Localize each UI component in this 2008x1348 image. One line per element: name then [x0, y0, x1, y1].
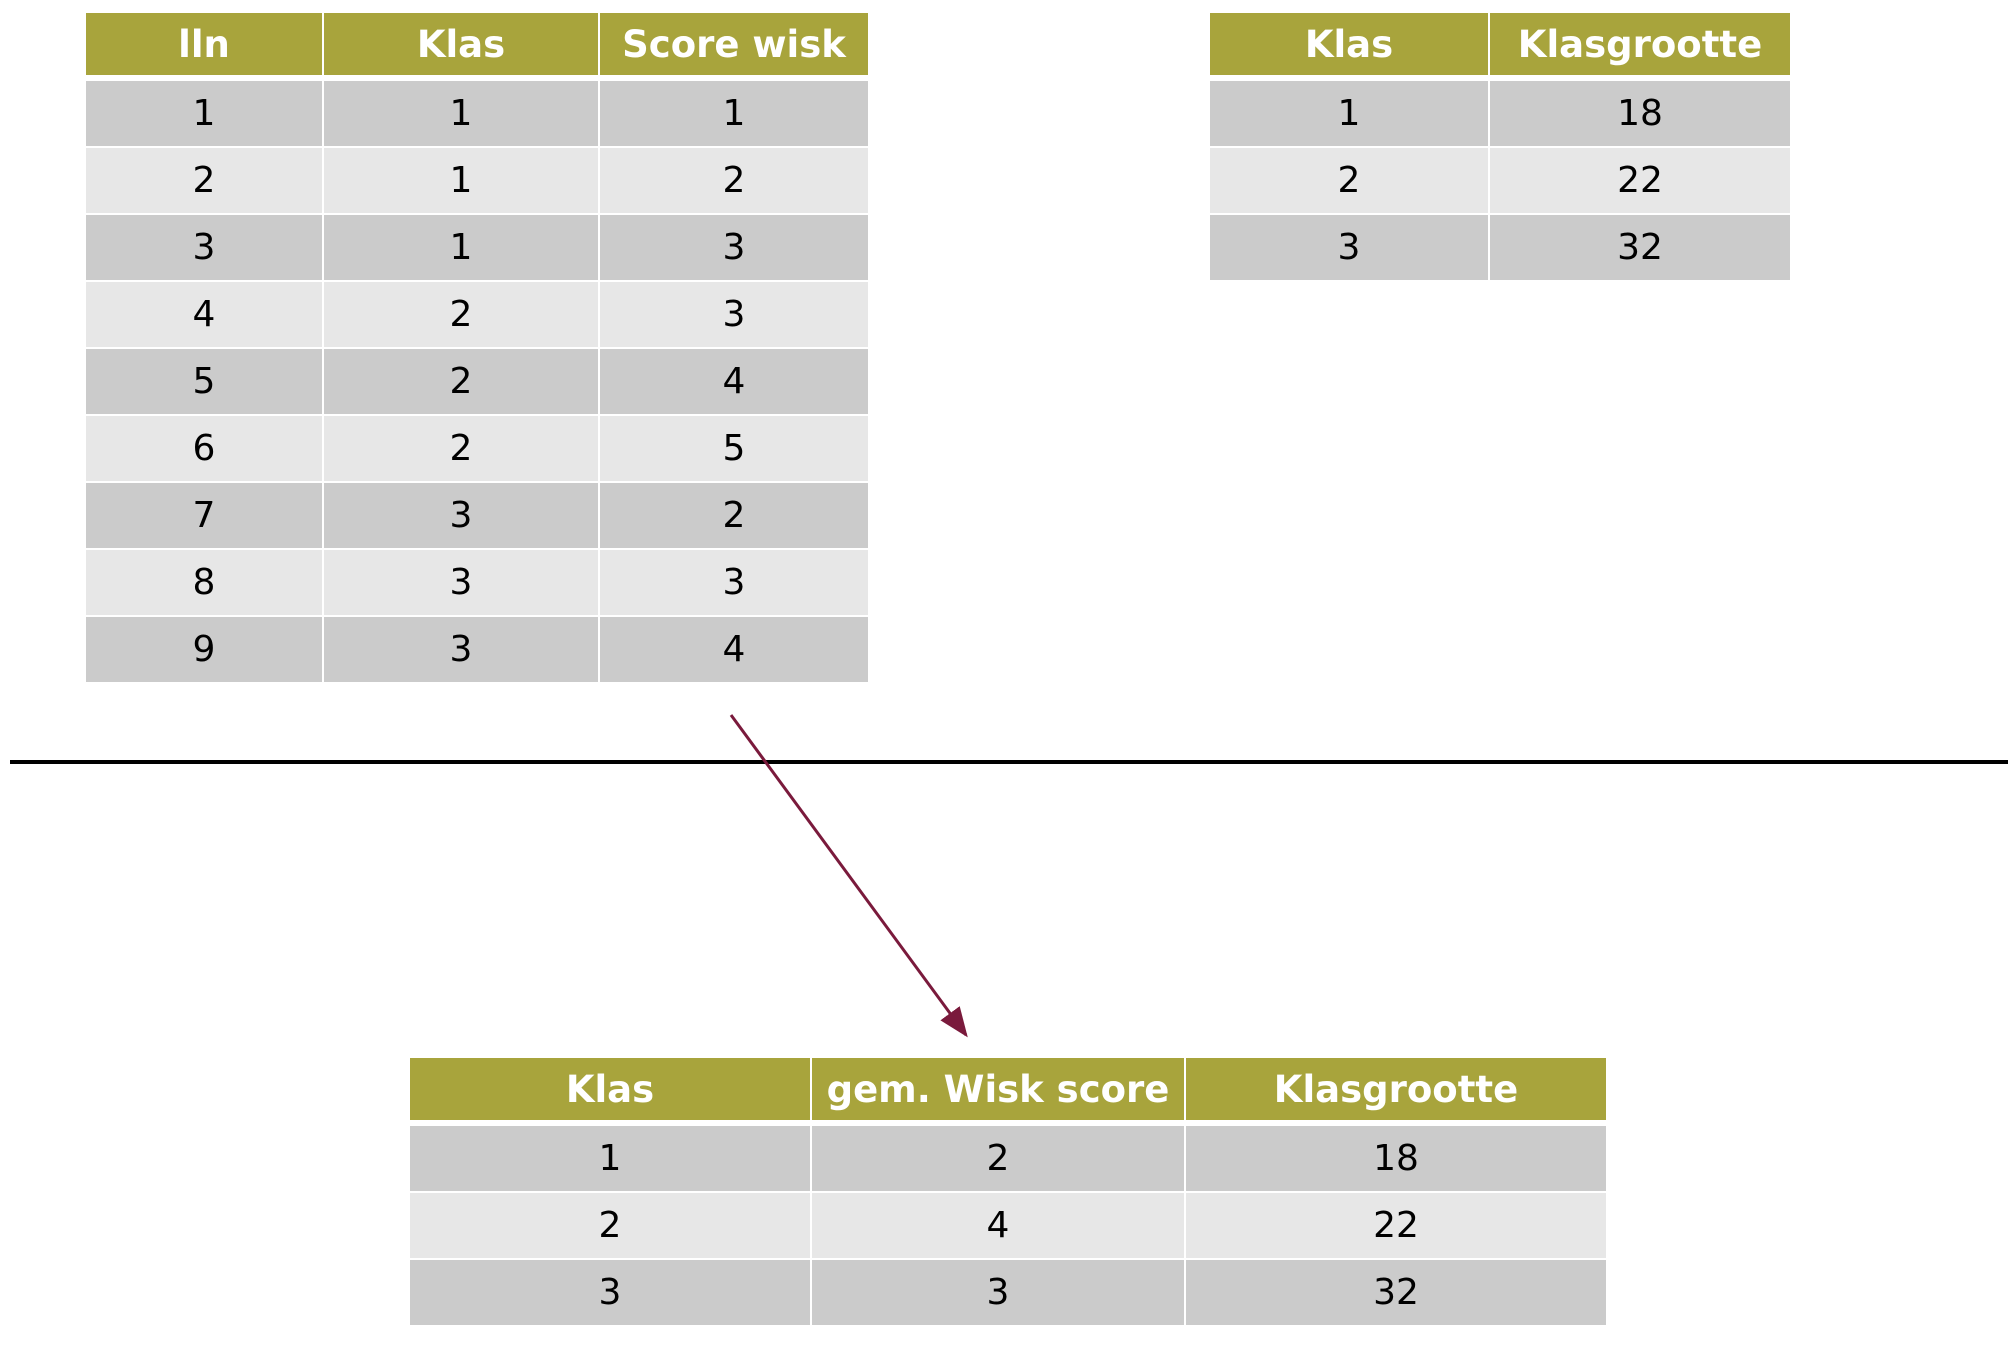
arrow-line	[729, 714, 968, 1038]
table-cell: 18	[1488, 77, 1792, 148]
table-cell: 4	[810, 1191, 1186, 1260]
table-cell: 3	[810, 1258, 1186, 1327]
table-row: 3 3 32	[408, 1258, 1608, 1327]
table-cell: 3	[598, 548, 870, 617]
table-row: 1 18	[1208, 77, 1792, 148]
table-row: 1 2 18	[408, 1122, 1608, 1193]
klasgrootte-table: Klas Klasgrootte 1 18 2 22 3 32	[1208, 11, 1792, 282]
table-row: 6 2 5	[84, 414, 870, 483]
table-cell: 6	[84, 414, 324, 483]
table-row: 7 3 2	[84, 481, 870, 550]
header-cell: Klas	[1208, 11, 1490, 81]
header-row: Klas Klasgrootte	[1208, 11, 1792, 81]
table-cell: 32	[1488, 213, 1792, 282]
table-cell: 3	[322, 548, 600, 617]
table-row: 1 1 1	[84, 77, 870, 148]
table-cell: 32	[1184, 1258, 1608, 1327]
table-cell: 3	[1208, 213, 1490, 282]
table-row: 2 1 2	[84, 146, 870, 215]
table-cell: 2	[408, 1191, 812, 1260]
table-cell: 1	[408, 1122, 812, 1193]
table-cell: 3	[322, 615, 600, 684]
table-cell: 1	[322, 77, 600, 148]
table-row: 9 3 4	[84, 615, 870, 684]
table-cell: 5	[598, 414, 870, 483]
table-cell: 22	[1184, 1191, 1608, 1260]
table-cell: 8	[84, 548, 324, 617]
table-cell: 2	[598, 146, 870, 215]
header-cell: Klasgrootte	[1184, 1056, 1608, 1126]
header-cell: lln	[84, 11, 324, 81]
table-cell: 9	[84, 615, 324, 684]
table-row: 3 32	[1208, 213, 1792, 282]
table-cell: 4	[598, 347, 870, 416]
table-row: 8 3 3	[84, 548, 870, 617]
table-cell: 3	[84, 213, 324, 282]
table-cell: 3	[598, 213, 870, 282]
table-cell: 2	[1208, 146, 1490, 215]
table-cell: 4	[84, 280, 324, 349]
table-row: 3 1 3	[84, 213, 870, 282]
table-cell: 1	[322, 213, 600, 282]
table-cell: 1	[322, 146, 600, 215]
header-cell: Score wisk	[598, 11, 870, 81]
resultaat-table: Klas gem. Wisk score Klasgrootte 1 2 18 …	[408, 1056, 1608, 1327]
table-cell: 2	[810, 1122, 1186, 1193]
table-cell: 3	[322, 481, 600, 550]
table-cell: 2	[322, 347, 600, 416]
table-row: 5 2 4	[84, 347, 870, 416]
table-cell: 1	[598, 77, 870, 148]
table-cell: 4	[598, 615, 870, 684]
header-row: Klas gem. Wisk score Klasgrootte	[408, 1056, 1608, 1126]
header-row: lln Klas Score wisk	[84, 11, 870, 81]
header-cell: Klas	[408, 1056, 812, 1126]
header-cell: gem. Wisk score	[810, 1056, 1186, 1126]
table-cell: 1	[1208, 77, 1490, 148]
table-cell: 3	[408, 1258, 812, 1327]
table-cell: 2	[322, 414, 600, 483]
table-cell: 2	[322, 280, 600, 349]
table-cell: 5	[84, 347, 324, 416]
table-row: 2 4 22	[408, 1191, 1608, 1260]
leerlingen-table: lln Klas Score wisk 1 1 1 2 1 2 3 1 3 4 …	[84, 11, 870, 684]
table-row: 4 2 3	[84, 280, 870, 349]
table-row: 2 22	[1208, 146, 1792, 215]
table-cell: 3	[598, 280, 870, 349]
table-cell: 1	[84, 77, 324, 148]
table-cell: 2	[84, 146, 324, 215]
table-cell: 2	[598, 481, 870, 550]
table-cell: 18	[1184, 1122, 1608, 1193]
table-cell: 7	[84, 481, 324, 550]
header-cell: Klasgrootte	[1488, 11, 1792, 81]
table-cell: 22	[1488, 146, 1792, 215]
header-cell: Klas	[322, 11, 600, 81]
divider-line	[10, 760, 2008, 764]
